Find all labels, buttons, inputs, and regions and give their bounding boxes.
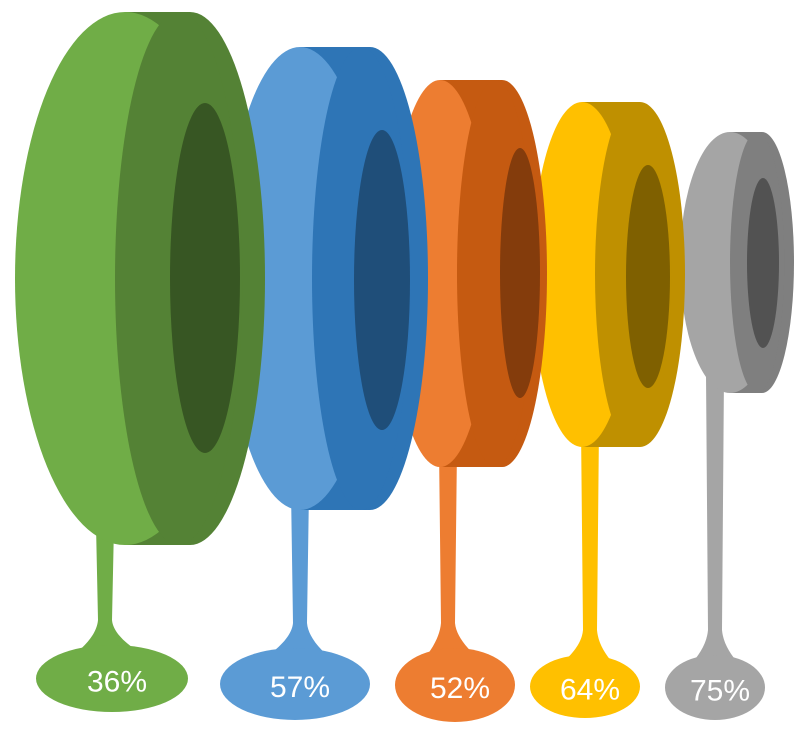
ring-hole bbox=[500, 148, 540, 398]
percent-label: 75% bbox=[690, 674, 750, 707]
percent-label: 52% bbox=[430, 672, 490, 705]
percent-label: 64% bbox=[560, 673, 620, 706]
droplet bbox=[530, 655, 640, 718]
stem bbox=[665, 373, 765, 688]
stem bbox=[36, 525, 188, 679]
droplet bbox=[395, 648, 515, 722]
ring-hole bbox=[626, 165, 670, 388]
droplet bbox=[36, 645, 188, 712]
ring-item: 75% bbox=[665, 132, 794, 720]
ring-hole bbox=[170, 103, 240, 453]
stem bbox=[530, 427, 640, 687]
ring-item: 57% bbox=[220, 47, 428, 720]
stem bbox=[220, 490, 370, 684]
ring-hole bbox=[354, 130, 410, 430]
ring-item: 36% bbox=[15, 12, 265, 712]
ring-item: 64% bbox=[530, 102, 685, 718]
droplet bbox=[665, 655, 765, 720]
percent-label: 57% bbox=[270, 671, 330, 704]
ring-hole bbox=[747, 178, 779, 348]
droplet bbox=[220, 648, 370, 720]
percent-label: 36% bbox=[87, 665, 147, 698]
stem bbox=[395, 447, 515, 685]
